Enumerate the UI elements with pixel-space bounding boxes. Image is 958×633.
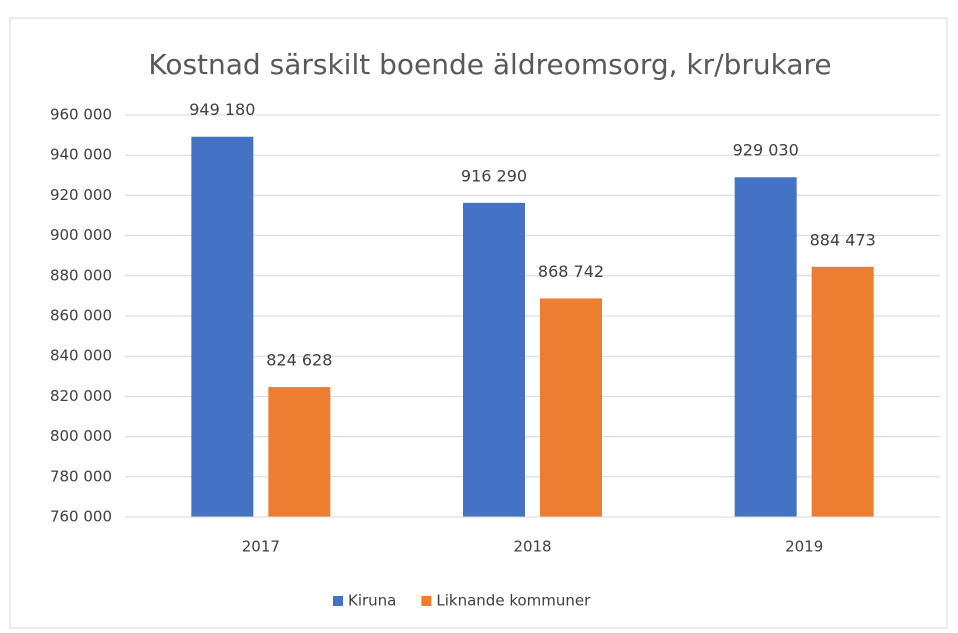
bar (268, 387, 331, 517)
y-tick-label: 800 000 (50, 427, 112, 445)
y-tick-label: 920 000 (50, 186, 112, 204)
y-tick-label: 760 000 (50, 508, 112, 526)
chart-title: Kostnad särskilt boende äldreomsorg, kr/… (148, 48, 831, 81)
y-tick-label: 780 000 (50, 467, 112, 485)
bar (734, 177, 797, 517)
x-tick-label: 2019 (785, 538, 823, 556)
data-label: 949 180 (189, 100, 255, 119)
y-tick-label: 860 000 (50, 307, 112, 325)
y-tick-label: 880 000 (50, 266, 112, 284)
data-label: 824 628 (266, 351, 332, 370)
data-label: 868 742 (538, 262, 604, 281)
legend-swatch (421, 596, 432, 606)
data-label: 929 030 (733, 141, 799, 160)
legend-label: Liknande kommuner (436, 592, 591, 610)
bar (191, 136, 254, 517)
bar (811, 266, 874, 517)
y-tick-label: 820 000 (50, 387, 112, 405)
legend-swatch (333, 596, 343, 606)
data-label: 884 473 (810, 230, 876, 249)
bar (540, 298, 602, 517)
data-label: 916 290 (461, 166, 527, 185)
y-tick-label: 840 000 (50, 347, 112, 365)
bar (463, 202, 525, 517)
legend-label: Kiruna (348, 592, 396, 610)
x-tick-label: 2018 (513, 538, 551, 556)
y-tick-label: 940 000 (50, 146, 112, 164)
x-tick-label: 2017 (242, 538, 280, 556)
y-tick-label: 960 000 (50, 106, 112, 124)
y-tick-label: 900 000 (50, 226, 112, 244)
